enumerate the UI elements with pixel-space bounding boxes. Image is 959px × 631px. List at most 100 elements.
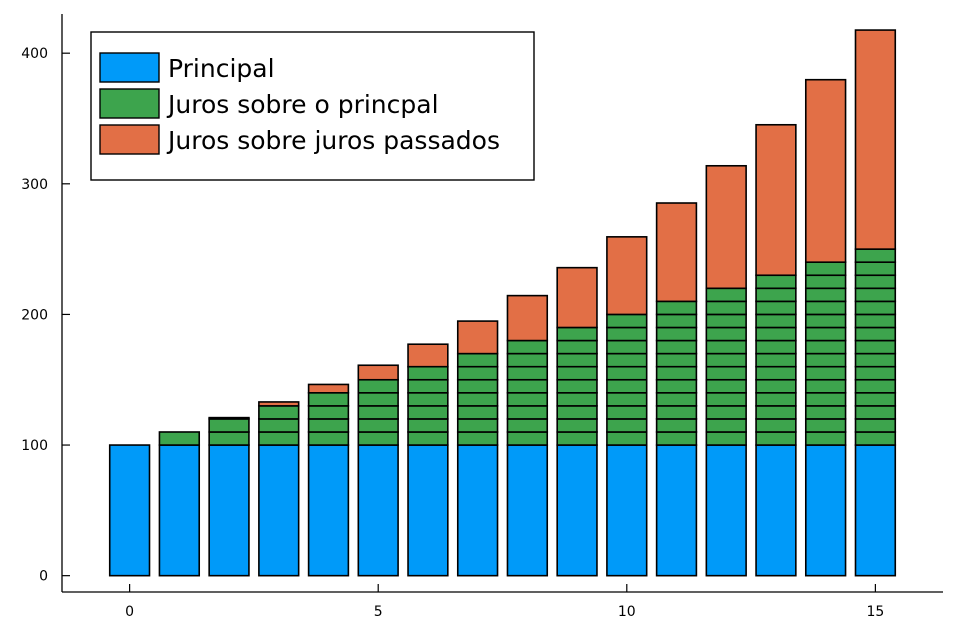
bar-segment-juros-principal	[456, 392, 499, 407]
bar-segment-juros-principal	[755, 431, 797, 446]
bar-segment-juros-principal	[755, 405, 797, 420]
bar-segment-juros-principal	[655, 339, 698, 355]
axes-layer: 0 100 200 300 400 0 5 10 15	[21, 14, 943, 620]
bar-segment-juros-principal	[854, 339, 897, 355]
bar-segment-juros-principal	[357, 378, 399, 394]
bar-segment-juros-principal	[854, 248, 897, 263]
bar-segment-juros-principal	[407, 392, 449, 407]
bar-juros-sobre-juros	[854, 29, 897, 250]
bar-segment-juros-principal	[456, 365, 499, 381]
bar-segment-juros-principal	[854, 313, 897, 329]
bar-segment-juros-principal	[705, 326, 747, 342]
bar-segment-juros-principal	[755, 326, 797, 342]
bar-segment-juros-principal	[307, 431, 350, 446]
bar-segment-juros-principal	[705, 392, 747, 407]
bar-segment-juros-principal	[407, 405, 449, 420]
bar-segment-juros-principal	[456, 378, 499, 394]
bar-segment-juros-principal	[606, 313, 648, 329]
bar-segment-juros-principal	[556, 431, 598, 446]
bar-principal	[258, 444, 300, 577]
bar-segment-juros-principal	[804, 313, 847, 329]
bar-segment-juros-principal	[506, 431, 549, 446]
bar-segment-juros-principal	[755, 392, 797, 407]
bar-segment-juros-principal	[407, 418, 449, 433]
bar-principal	[158, 444, 201, 577]
bar-juros-sobre-juros	[556, 266, 598, 329]
bar-principal	[655, 444, 698, 577]
bar-segment-juros-principal	[506, 405, 549, 420]
y-tick-label: 200	[21, 307, 48, 323]
legend-entry: Principal	[168, 54, 275, 83]
bar-segment-juros-principal	[804, 326, 847, 342]
bar-segment-juros-principal	[606, 431, 648, 446]
bar-juros-sobre-juros	[357, 364, 399, 381]
bar-segment-juros-principal	[705, 405, 747, 420]
bar-segment-juros-principal	[357, 431, 399, 446]
legend-swatch	[99, 124, 160, 155]
bar-juros-sobre-juros	[506, 294, 549, 342]
bar-segment-juros-principal	[655, 352, 698, 368]
bar-principal	[108, 444, 151, 577]
bar-principal	[407, 444, 449, 577]
bar-segment-juros-principal	[456, 418, 499, 433]
y-tick-label: 100	[21, 438, 48, 454]
bar-segment-juros-principal	[556, 418, 598, 433]
bar-segment-juros-principal	[655, 313, 698, 329]
bar-segment-juros-principal	[854, 418, 897, 433]
bar-segment-juros-principal	[804, 339, 847, 355]
bar-segment-juros-principal	[506, 365, 549, 381]
bar-segment-juros-principal	[407, 378, 449, 394]
bar-segment-juros-principal	[407, 365, 449, 381]
bar-segment-juros-principal	[556, 365, 598, 381]
bar-segment-juros-principal	[804, 365, 847, 381]
bar-principal	[556, 444, 598, 577]
bar-segment-juros-principal	[804, 418, 847, 433]
bar-segment-juros-principal	[258, 431, 300, 446]
bar-segment-juros-principal	[755, 313, 797, 329]
bar-principal	[755, 444, 797, 577]
bar-segment-juros-principal	[804, 431, 847, 446]
bar-segment-juros-principal	[854, 352, 897, 368]
legend-entry: Juros sobre juros passados	[166, 126, 500, 155]
bar-juros-sobre-juros	[407, 343, 449, 368]
bar-segment-juros-principal	[407, 431, 449, 446]
bar-principal	[456, 444, 499, 577]
bar-segment-juros-principal	[606, 339, 648, 355]
bar-segment-juros-principal	[208, 431, 250, 446]
legend-swatch	[99, 52, 160, 83]
bar-segment-juros-principal	[804, 261, 847, 277]
bar-principal	[705, 444, 747, 577]
bar-segment-juros-principal	[307, 405, 350, 420]
bar-segment-juros-principal	[606, 378, 648, 394]
bar-segment-juros-principal	[755, 274, 797, 290]
bar-principal	[506, 444, 549, 577]
bar-segment-juros-principal	[606, 365, 648, 381]
y-tick-label: 300	[21, 177, 48, 193]
bar-segment-juros-principal	[655, 378, 698, 394]
bar-segment-juros-principal	[606, 418, 648, 433]
bar-segment-juros-principal	[755, 287, 797, 303]
bar-juros-sobre-juros	[655, 202, 698, 303]
bar-segment-juros-principal	[655, 418, 698, 433]
bar-segment-juros-principal	[655, 326, 698, 342]
bar-segment-juros-principal	[655, 431, 698, 446]
bar-segment-juros-principal	[854, 405, 897, 420]
bar-segment-juros-principal	[506, 339, 549, 355]
bar-principal	[357, 444, 399, 577]
bar-segment-juros-principal	[705, 339, 747, 355]
bar-segment-juros-principal	[456, 405, 499, 420]
bar-segment-juros-principal	[655, 392, 698, 407]
bar-segment-juros-principal	[556, 352, 598, 368]
bar-juros-sobre-juros	[307, 383, 350, 394]
bar-segment-juros-principal	[854, 261, 897, 277]
bar-segment-juros-principal	[705, 431, 747, 446]
bar-juros-sobre-juros	[606, 236, 648, 316]
bar-juros-sobre-juros	[258, 401, 300, 407]
bar-segment-juros-principal	[307, 392, 350, 407]
bar-segment-juros-principal	[705, 300, 747, 316]
bar-segment-juros-principal	[456, 352, 499, 368]
x-tick-label: 5	[374, 604, 383, 620]
bar-segment-juros-principal	[556, 326, 598, 342]
bar-segment-juros-principal	[506, 392, 549, 407]
